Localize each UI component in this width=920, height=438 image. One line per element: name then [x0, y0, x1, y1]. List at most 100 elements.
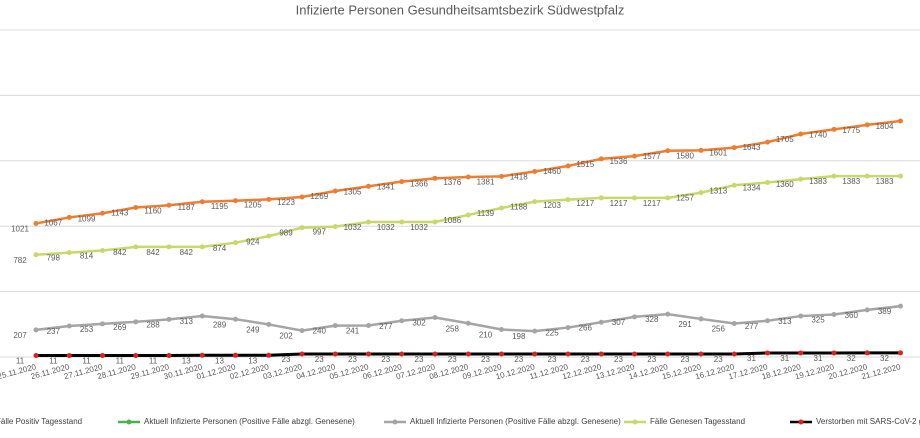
- data-label: 1334: [743, 184, 761, 193]
- data-point: [299, 328, 305, 334]
- data-label: 1223: [277, 198, 295, 207]
- data-point: [233, 240, 238, 246]
- data-point: [598, 351, 604, 357]
- data-label: 207: [13, 331, 27, 340]
- data-label: 328: [645, 315, 659, 324]
- data-point: [100, 248, 105, 254]
- data-point: [864, 307, 870, 313]
- data-label: 237: [47, 327, 61, 336]
- data-label: 23: [315, 355, 324, 364]
- data-point: [299, 225, 305, 231]
- data-point: [665, 311, 671, 317]
- data-label: 313: [778, 317, 792, 326]
- data-label: 1143: [111, 209, 129, 218]
- legend-label: Fälle Positiv Tagesstand: [0, 417, 82, 426]
- data-point: [100, 321, 105, 327]
- data-point: [831, 311, 837, 317]
- data-point: [499, 351, 504, 357]
- data-point: [898, 118, 903, 124]
- data-label: 1418: [510, 173, 528, 182]
- series-line: [35, 119, 901, 225]
- data-label: 11: [49, 357, 58, 366]
- data-label: 1341: [377, 183, 395, 192]
- data-label: 202: [279, 332, 293, 341]
- data-point: [66, 323, 72, 329]
- data-label: 1032: [377, 223, 395, 232]
- data-label: 997: [313, 228, 327, 237]
- data-point: [632, 351, 637, 357]
- data-label: 277: [379, 322, 393, 331]
- data-point: [465, 351, 471, 357]
- data-point: [765, 318, 770, 324]
- data-label: 1740: [809, 131, 827, 140]
- data-point: [665, 148, 671, 154]
- data-label: 782: [13, 256, 27, 265]
- data-label: 289: [213, 320, 227, 329]
- data-point: [698, 190, 704, 196]
- data-label: 1205: [244, 200, 262, 209]
- data-label: 1601: [709, 149, 727, 158]
- data-point: [898, 173, 903, 179]
- data-label: 23: [514, 355, 523, 364]
- data-label: 23: [581, 355, 590, 364]
- data-point: [366, 351, 371, 357]
- data-label: 241: [346, 327, 360, 336]
- data-point: [898, 350, 903, 356]
- data-point: [565, 197, 571, 203]
- series-line: [35, 304, 901, 333]
- data-point: [765, 139, 770, 145]
- data-point: [632, 195, 637, 201]
- data-point: [798, 350, 804, 356]
- data-point: [532, 351, 538, 357]
- data-point: [432, 314, 438, 320]
- data-point: [632, 153, 637, 159]
- data-label: 389: [878, 307, 892, 316]
- data-label: 23: [448, 355, 457, 364]
- data-point: [465, 212, 471, 218]
- data-point: [532, 169, 538, 175]
- data-point: [33, 252, 39, 258]
- data-label: 1203: [543, 201, 561, 210]
- data-point: [731, 182, 737, 188]
- data-label: 313: [180, 317, 194, 326]
- data-point: [864, 122, 870, 128]
- data-point: [332, 188, 338, 194]
- data-label: 13: [215, 356, 224, 365]
- data-point: [698, 316, 704, 322]
- data-point: [366, 219, 371, 225]
- data-label: 23: [647, 355, 656, 364]
- data-point: [166, 316, 172, 322]
- data-label: 302: [412, 319, 426, 328]
- data-point: [33, 353, 39, 359]
- data-label: 277: [745, 322, 759, 331]
- data-label: 1217: [576, 199, 594, 208]
- data-label: 23: [282, 355, 291, 364]
- data-point: [133, 244, 139, 250]
- data-label: 1269: [310, 192, 328, 201]
- data-point: [133, 319, 139, 325]
- data-label: 23: [481, 355, 490, 364]
- data-point: [399, 351, 405, 357]
- data-label: 32: [847, 354, 856, 363]
- data-label: 1381: [477, 177, 495, 186]
- data-label: 1217: [610, 199, 628, 208]
- data-point: [66, 214, 72, 220]
- data-point: [465, 320, 471, 326]
- data-point: [532, 199, 538, 205]
- data-label: 11: [82, 357, 91, 366]
- data-point: [432, 219, 438, 225]
- data-label: 23: [681, 355, 690, 364]
- data-label: 291: [678, 320, 692, 329]
- data-point: [233, 198, 238, 204]
- data-point: [798, 176, 804, 182]
- data-point: [698, 147, 704, 153]
- data-point: [199, 352, 205, 358]
- data-label: 11: [116, 357, 125, 366]
- data-label: 23: [548, 355, 557, 364]
- data-point: [166, 244, 172, 250]
- legend-label: Fälle Genesen Tagesstand: [650, 417, 745, 426]
- legend-label: Aktuell Infizierte Personen (Positive Fä…: [144, 417, 355, 426]
- data-label: 360: [845, 311, 859, 320]
- data-label: 198: [512, 332, 526, 341]
